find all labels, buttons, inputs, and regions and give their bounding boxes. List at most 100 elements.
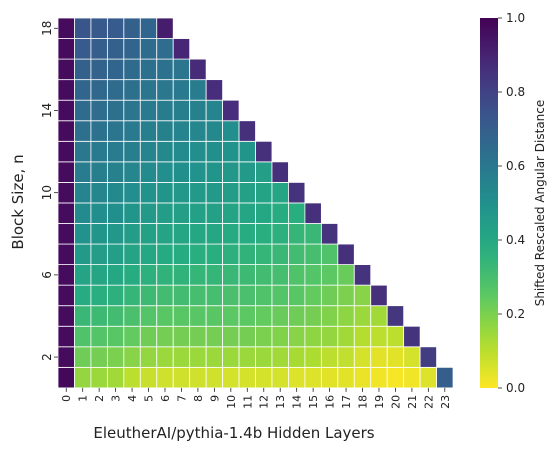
heatmap-cell xyxy=(57,284,75,307)
heatmap-cell xyxy=(172,346,191,368)
heatmap-cell xyxy=(189,223,207,245)
x-tick-label: 12 xyxy=(258,395,271,409)
heatmap-cell xyxy=(172,284,191,307)
heatmap-cell xyxy=(238,140,256,163)
heatmap-cell xyxy=(74,79,92,101)
heatmap-cell xyxy=(106,346,125,368)
heatmap-cell xyxy=(74,58,92,81)
heatmap-cell xyxy=(90,79,108,101)
heatmap-cell xyxy=(74,243,92,266)
heatmap-cell xyxy=(156,202,174,224)
heatmap-cell xyxy=(123,120,141,142)
heatmap-cell xyxy=(337,325,355,348)
heatmap-cell xyxy=(222,366,240,389)
heatmap-cell xyxy=(222,325,240,348)
heatmap-cell xyxy=(222,120,240,142)
heatmap-cell xyxy=(271,305,289,327)
heatmap-cell xyxy=(57,99,75,122)
heatmap-cell xyxy=(205,346,223,368)
heatmap-cell xyxy=(386,305,405,327)
heatmap-cell xyxy=(90,58,108,81)
heatmap-cell xyxy=(353,325,372,348)
colorbar-tick-label: 0.2 xyxy=(506,307,525,321)
heatmap-cell xyxy=(238,305,256,327)
heatmap-cell xyxy=(106,38,125,60)
heatmap-cell xyxy=(222,181,240,204)
heatmap-cell xyxy=(139,346,158,368)
heatmap-cell xyxy=(123,99,141,122)
heatmap-cell xyxy=(320,325,339,348)
heatmap-cell xyxy=(139,79,158,101)
heatmap-cell xyxy=(106,99,125,122)
heatmap-cell xyxy=(74,181,92,204)
heatmap-cell xyxy=(238,366,256,389)
heatmap-cell xyxy=(288,284,306,307)
heatmap-cell xyxy=(74,140,92,163)
heatmap-cell xyxy=(106,264,125,286)
heatmap-cell xyxy=(57,305,75,327)
heatmap-cell xyxy=(156,223,174,245)
heatmap-cell xyxy=(353,264,372,286)
heatmap-cell xyxy=(320,366,339,389)
heatmap-cell xyxy=(205,140,223,163)
y-tick-label: 10 xyxy=(40,185,54,200)
heatmap-cell xyxy=(353,284,372,307)
heatmap-cell xyxy=(222,264,240,286)
heatmap-cell xyxy=(337,264,355,286)
heatmap-cell xyxy=(172,305,191,327)
heatmap-cell xyxy=(222,99,240,122)
heatmap-cell xyxy=(139,284,158,307)
heatmap-cell xyxy=(106,140,125,163)
x-tick-label: 14 xyxy=(291,395,304,409)
x-tick-label: 20 xyxy=(389,395,402,409)
heatmap-cell xyxy=(90,223,108,245)
x-tick-label: 16 xyxy=(324,395,337,409)
heatmap-cell xyxy=(288,202,306,224)
x-tick-label: 4 xyxy=(126,395,139,402)
heatmap-cell xyxy=(238,243,256,266)
heatmap-cell xyxy=(255,202,273,224)
heatmap-cell xyxy=(57,264,75,286)
heatmap-cell xyxy=(288,181,306,204)
heatmap-cell xyxy=(74,202,92,224)
heatmap-cell xyxy=(271,325,289,348)
heatmap-cell xyxy=(255,284,273,307)
heatmap-cell xyxy=(255,346,273,368)
heatmap-cell xyxy=(90,140,108,163)
heatmap-cell xyxy=(370,325,388,348)
heatmap-cell xyxy=(90,325,108,348)
heatmap-cell xyxy=(205,325,223,348)
heatmap-cell xyxy=(255,264,273,286)
heatmap-cell xyxy=(172,161,191,183)
heatmap-cell xyxy=(57,17,75,39)
heatmap-cell xyxy=(123,223,141,245)
heatmap-cell xyxy=(172,202,191,224)
heatmap-cell xyxy=(90,181,108,204)
x-tick-label: 9 xyxy=(208,395,221,402)
heatmap-cell xyxy=(172,38,191,60)
heatmap-cell xyxy=(370,305,388,327)
heatmap-cell xyxy=(337,305,355,327)
heatmap-cell xyxy=(156,161,174,183)
x-tick-label: 23 xyxy=(439,395,452,409)
heatmap-cell xyxy=(123,346,141,368)
heatmap-cell xyxy=(106,202,125,224)
heatmap-cell xyxy=(123,38,141,60)
heatmap-cell xyxy=(189,79,207,101)
x-tick-label: 5 xyxy=(143,395,156,402)
heatmap-cell xyxy=(74,305,92,327)
heatmap-cell xyxy=(205,120,223,142)
x-axis-ticks: 0 1 2 3 4 5 6 7 8 9 10 11 12 13 14 15 16 17 18 19 20 21 22 23 xyxy=(60,387,452,409)
x-tick-label: 21 xyxy=(406,395,419,409)
x-tick-label: 18 xyxy=(357,395,370,409)
heatmap-cell xyxy=(123,243,141,266)
heatmap-cell xyxy=(238,161,256,183)
heatmap-cell xyxy=(106,58,125,81)
heatmap-cell xyxy=(337,243,355,266)
heatmap-cell xyxy=(106,17,125,39)
heatmap-cell xyxy=(222,284,240,307)
heatmap-cell xyxy=(222,140,240,163)
heatmap-cell xyxy=(370,366,388,389)
y-axis-ticks: 2 6 10 14 18 xyxy=(40,21,58,361)
